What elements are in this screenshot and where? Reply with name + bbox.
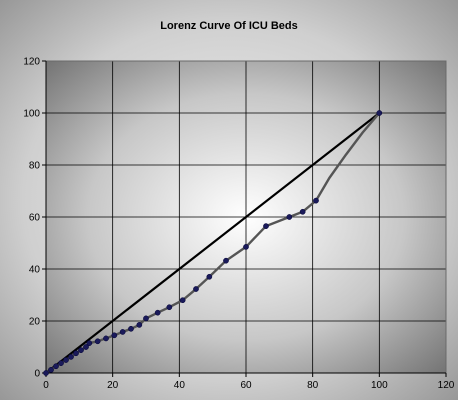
data-point <box>86 340 93 346</box>
data-point <box>128 325 134 332</box>
data-point <box>154 309 161 316</box>
data-point <box>68 354 74 360</box>
x-tick-label: 100 <box>371 380 388 391</box>
y-tick-label: 60 <box>29 213 41 224</box>
x-tick-label: 20 <box>107 380 119 391</box>
x-tick-label: 60 <box>240 380 252 391</box>
data-point <box>376 110 383 116</box>
data-point <box>94 338 101 345</box>
data-point <box>193 286 199 292</box>
x-tick-label: 120 <box>438 380 455 391</box>
data-point <box>286 214 293 220</box>
y-tick-label: 0 <box>34 369 40 380</box>
data-point <box>243 244 249 250</box>
x-tick-label: 40 <box>174 380 186 391</box>
data-point <box>58 360 64 366</box>
y-tick-label: 80 <box>29 161 41 172</box>
data-point <box>119 329 126 335</box>
y-tick-label: 20 <box>29 317 41 328</box>
data-point <box>206 273 213 280</box>
data-point <box>83 344 89 350</box>
y-tick-label: 120 <box>23 57 40 68</box>
data-point <box>179 297 186 304</box>
data-point <box>136 322 143 328</box>
data-point <box>111 332 118 339</box>
data-point <box>78 347 84 353</box>
x-tick-label: 80 <box>307 380 319 391</box>
equality-line <box>45 112 381 374</box>
data-point <box>73 350 79 357</box>
chart-title: Lorenz Curve Of ICU Beds <box>160 20 298 32</box>
data-point <box>313 197 319 204</box>
data-point <box>43 370 49 376</box>
data-point <box>299 208 306 215</box>
y-tick-label: 100 <box>23 109 40 120</box>
data-point <box>48 367 54 373</box>
data-point <box>53 363 59 370</box>
data-point <box>263 223 269 229</box>
data-point <box>223 257 229 264</box>
y-tick-label: 40 <box>29 265 41 276</box>
data-point <box>166 304 173 311</box>
data-point <box>143 315 149 322</box>
data-point <box>103 335 109 342</box>
data-point <box>63 357 69 363</box>
x-tick-label: 0 <box>43 380 49 391</box>
